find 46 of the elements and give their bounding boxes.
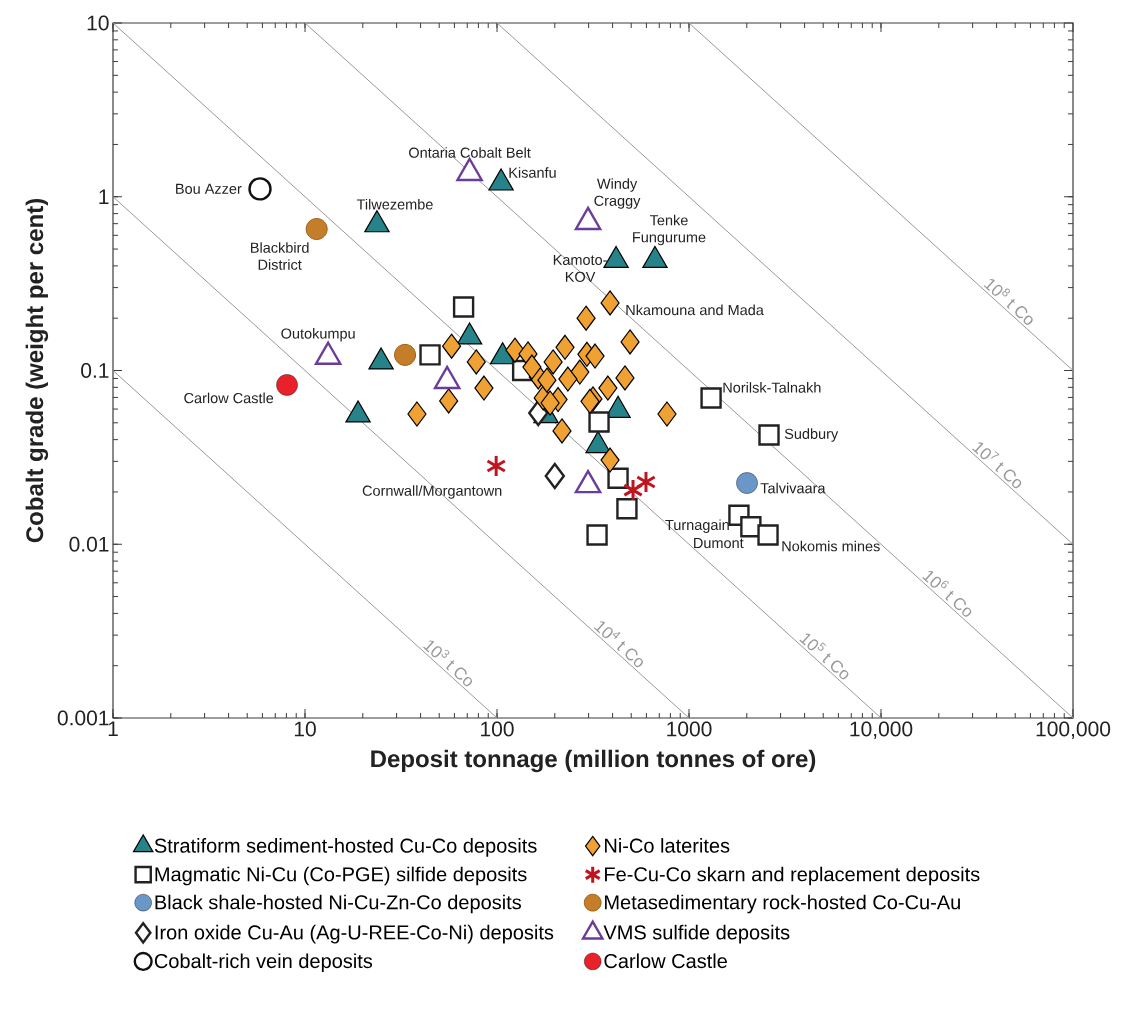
legend-label: Stratiform sediment-hosted Cu-Co deposits: [154, 838, 537, 857]
legend-label: Iron oxide Cu-Au (Ag-U-REE-Co-Ni) deposits: [155, 924, 554, 944]
annotation: Tenke Fungurume: [633, 214, 706, 246]
legend-label: VMS sulfide deposits: [603, 924, 790, 944]
annotation: Ontaria Cobalt Belt: [409, 147, 531, 158]
annotation: Outokumpu: [281, 328, 355, 342]
annotation: Turnagain: [665, 519, 729, 533]
y-tick-label: 10: [87, 15, 109, 31]
x-tick-label: 10: [294, 721, 316, 737]
legend-label: Black shale-hosted Ni-Cu-Zn-Co deposits: [155, 894, 522, 914]
text: 10$^{7}$ t Co: [972, 442, 1022, 489]
annotation: Bou Azzer: [176, 183, 242, 194]
legend-label: Cobalt-rich vein deposits: [154, 953, 373, 973]
annotation: Kamoto-KOV: [553, 254, 607, 282]
legend-label: Ni-Co laterites: [605, 838, 730, 853]
text: 10$^{8}$ t Co: [983, 279, 1033, 325]
annotation: Nokomis mines: [782, 540, 880, 552]
annotation: Tilwezembe: [356, 198, 433, 210]
legend-label: Magmatic Ni-Cu (Co-PGE) silfide deposits: [155, 866, 527, 886]
annotation: Talvivaara: [760, 482, 826, 494]
text: 10$^{6}$ t Co: [922, 570, 972, 617]
x-tick-label: 100,000: [1036, 721, 1111, 739]
y-tick-label: 0.01: [69, 536, 109, 552]
annotation: Windy Craggy: [594, 178, 641, 209]
annotation: Norilsk-Talnakh: [723, 382, 821, 393]
text: 10$^{4}$ t Co: [593, 621, 643, 668]
x-tick-label: 1000: [667, 721, 712, 737]
y-axis-title: Cobalt grade (weight per cent): [25, 199, 49, 543]
annotation: Kisanfu: [509, 167, 556, 178]
text: 10$^{3}$ t Co: [423, 640, 473, 687]
legend-label: Fe-Cu-Co skarn and replacement deposits: [605, 866, 980, 886]
x-tick-label: 10,000: [850, 721, 913, 739]
annotation: Dumont: [694, 538, 744, 549]
legend-label: Metasedimentary rock-hosted Co-Cu-Au: [605, 894, 960, 914]
x-axis-title: Deposit tonnage (million tonnes of ore): [371, 749, 816, 773]
annotation: Sudbury: [784, 428, 839, 442]
x-tick-label: 100: [481, 721, 514, 737]
text: 10$^{5}$ t Co: [799, 633, 849, 680]
annotation: Blackbird District: [251, 242, 309, 270]
annotation: Nkamouna and Mada: [626, 304, 764, 316]
y-tick-label: 0.1: [81, 363, 109, 378]
annotation: Cornwall/Morgantown: [362, 485, 502, 499]
annotation: Carlow Castle: [184, 392, 274, 404]
y-tick-label: 0.001: [57, 710, 109, 726]
legend-label: Carlow Castle: [604, 953, 727, 969]
y-tick-label: 1: [99, 189, 109, 204]
